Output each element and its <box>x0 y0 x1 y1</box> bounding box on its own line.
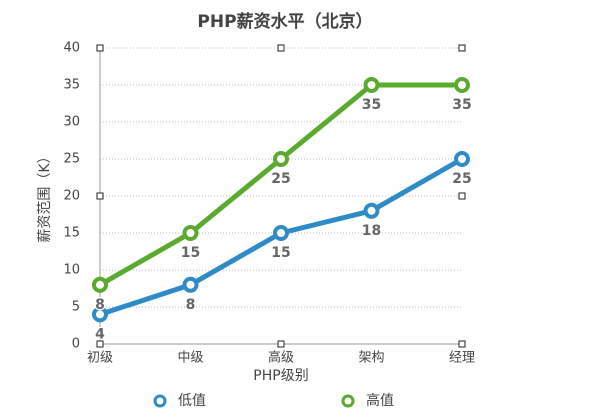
y-tick-label: 35 <box>63 78 80 93</box>
data-label: 4 <box>95 326 105 342</box>
x-axis-label: PHP级别 <box>253 368 308 384</box>
x-tick-label: 经理 <box>449 351 475 366</box>
handle <box>458 340 466 348</box>
data-label: 25 <box>271 171 290 187</box>
x-tick-label: 高级 <box>268 350 294 366</box>
handle <box>458 192 466 200</box>
data-point <box>182 276 199 293</box>
data-point <box>92 306 108 323</box>
data-point <box>454 77 470 93</box>
data-point <box>454 151 470 167</box>
data-label: 35 <box>452 97 471 113</box>
data-label: 25 <box>452 171 471 187</box>
data-label: 8 <box>95 297 105 313</box>
handle <box>458 44 466 52</box>
handle <box>96 44 104 52</box>
legend-marker <box>341 394 355 408</box>
legend-label: 高值 <box>366 392 394 409</box>
selection-handles <box>96 44 466 348</box>
y-tick-label: 5 <box>72 300 80 315</box>
y-tick-label: 20 <box>63 189 80 204</box>
handle <box>96 192 104 200</box>
legend-label: 低值 <box>178 393 206 409</box>
data-label: 15 <box>181 245 200 261</box>
y-tick-label: 10 <box>63 263 80 278</box>
chart-title: PHP薪资水平（北京） <box>197 11 372 32</box>
data-point <box>273 151 289 167</box>
y-tick-label: 25 <box>63 152 80 167</box>
x-tick-label: 中级 <box>177 351 203 366</box>
data-point <box>92 276 108 293</box>
x-tick-label: 架构 <box>358 351 384 366</box>
y-tick-label: 15 <box>63 226 80 241</box>
handle <box>277 340 285 348</box>
handle <box>277 44 285 52</box>
data-point <box>273 225 289 241</box>
data-label: 35 <box>362 97 381 113</box>
x-tick-label: 初级 <box>87 351 113 366</box>
data-label: 8 <box>186 297 196 313</box>
y-tick-label: 40 <box>63 41 80 56</box>
data-label: 18 <box>362 223 381 239</box>
data-label: 15 <box>271 245 290 261</box>
y-axis-label: 薪资范围（K） <box>36 149 53 242</box>
data-point <box>182 225 199 241</box>
legend-marker <box>153 394 167 408</box>
handle <box>96 340 104 348</box>
data-point <box>363 77 380 93</box>
data-point <box>363 202 380 219</box>
y-tick-label: 0 <box>72 337 80 352</box>
y-tick-label: 30 <box>63 115 80 130</box>
